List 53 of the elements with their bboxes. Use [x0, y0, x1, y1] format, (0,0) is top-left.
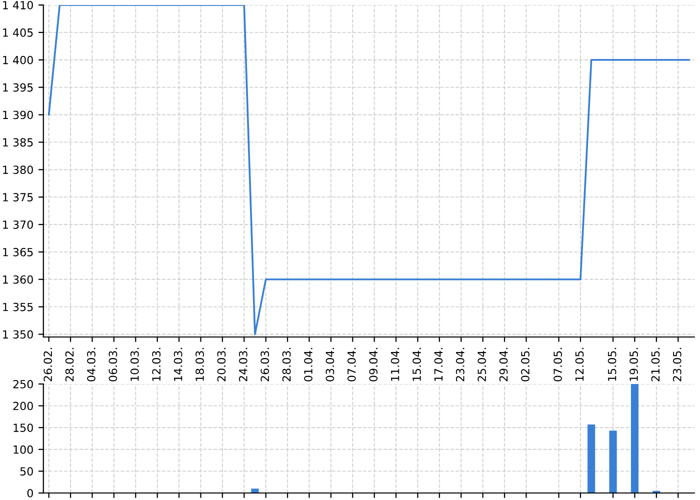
y-tick-label: 1 385: [3, 138, 33, 147]
x-tick-label: 24.03.: [238, 348, 248, 382]
x-tick-label: 23.05.: [672, 348, 682, 382]
x-tick-label: 09.04.: [369, 348, 378, 382]
x-tick-label: 23.04.: [456, 348, 464, 382]
x-tick-label: 28.03.: [282, 348, 291, 382]
x-tick-label: 19.05.: [630, 348, 638, 381]
y-tick-label: 1 395: [3, 83, 33, 92]
y-tick-label: 100: [14, 445, 33, 454]
x-tick-label: 15.05.: [608, 348, 616, 381]
y-tick-label: 1 365: [3, 248, 33, 256]
x-tick-label: 03.04.: [326, 348, 334, 382]
x-tick-label: 07.04.: [347, 348, 356, 382]
x-tick-label: 04.03.: [87, 348, 96, 382]
y-tick-label: 1 390: [3, 110, 33, 120]
bar: [251, 488, 259, 493]
x-tick-label: 18.03.: [196, 348, 204, 381]
x-tick-label: 25.04.: [478, 348, 486, 382]
x-tick-label: 02.05.: [521, 348, 530, 382]
x-tick-label: 26.03.: [260, 348, 270, 382]
x-tick-label: 12.05.: [575, 348, 584, 381]
y-tick-label: 1 410: [3, 0, 33, 10]
x-tick-label: 12.03.: [152, 348, 161, 381]
x-tick-label: 01.04.: [304, 348, 312, 382]
x-tick-label: 07.05.: [554, 348, 562, 382]
x-tick-label: 06.03.: [108, 348, 118, 382]
x-tick-label: 20.03.: [217, 348, 226, 382]
x-tick-label: 26.02.: [44, 348, 52, 382]
y-tick-label: 1 405: [3, 28, 33, 37]
x-tick-label: 15.04.: [412, 348, 421, 381]
bar: [630, 384, 639, 493]
y-tick-label: 250: [13, 380, 33, 388]
x-tick-label: 11.04.: [390, 348, 400, 381]
line-series: [48, 5, 690, 336]
y-tick-label: 50: [20, 467, 33, 476]
y-tick-label: 200: [13, 402, 33, 410]
y-tick-label: 0: [27, 488, 33, 498]
y-tick-label: 1 355: [3, 302, 33, 312]
y-tick-label: 150: [14, 424, 33, 432]
x-tick-label: 10.03.: [130, 348, 139, 381]
x-tick-label: 29.04.: [499, 348, 508, 382]
bar: [609, 430, 617, 493]
y-tick-label: 1 370: [3, 220, 33, 229]
y-tick-label: 1 400: [3, 56, 33, 64]
x-tick-label: 28.02.: [65, 348, 74, 382]
x-tick-label: 17.04.: [434, 348, 443, 381]
y-tick-label: 1 380: [3, 166, 33, 174]
bar: [588, 424, 596, 493]
y-tick-label: 1 360: [3, 275, 33, 284]
x-tick-label: 21.05.: [651, 348, 660, 382]
x-tick-label: 14.03.: [174, 348, 182, 381]
y-tick-label: 1 375: [3, 193, 33, 202]
y-tick-label: 1 350: [3, 330, 33, 339]
